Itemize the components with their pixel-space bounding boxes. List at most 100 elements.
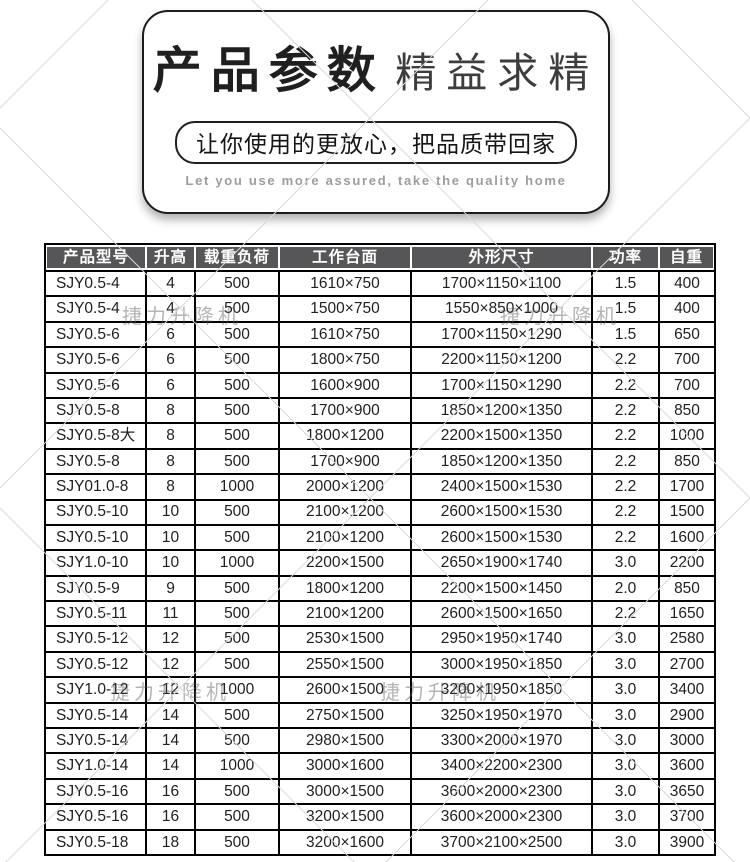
value-cell: 1600×900 xyxy=(278,371,412,399)
page-title: 产品参数 xyxy=(152,43,385,98)
value-cell: 2530×1500 xyxy=(278,625,412,653)
value-cell: 2200×1500×1350 xyxy=(410,422,593,450)
value-cell: 500 xyxy=(194,701,280,730)
value-cell: 3600×2000×2300 xyxy=(410,777,593,806)
value-cell: 3.0 xyxy=(591,727,660,755)
value-cell: 8 xyxy=(145,422,196,450)
table-row: SJY0.5-8 8 500 1700×900 1850×1200×1350 2.2 850 xyxy=(44,396,716,425)
value-cell: 1500×750 xyxy=(278,295,412,323)
value-cell: 3400×2200×2300 xyxy=(410,752,593,780)
value-cell: 3200×1950×1850 xyxy=(410,676,593,704)
model-cell: SJY0.5-6 xyxy=(44,346,147,374)
value-cell: 500 xyxy=(194,777,280,806)
table-row: SJY0.5-8 8 500 1700×900 1850×1200×1350 2.2 850 xyxy=(44,447,716,476)
table-row: SJY0.5-6 6 500 1610×750 1700×1150×1290 1.5 650 xyxy=(44,320,716,349)
value-cell: 3300×2000×1970 xyxy=(410,727,593,755)
value-cell: 500 xyxy=(194,346,280,374)
value-cell: 3.0 xyxy=(591,701,660,730)
value-cell: 3000×1950×1850 xyxy=(410,650,593,679)
table-row: SJY0.5-12 12 500 2530×1500 2950×1950×1740 3.0… xyxy=(44,625,716,653)
value-cell: 2580 xyxy=(658,625,716,653)
value-cell: 2100×1200 xyxy=(278,600,412,628)
value-cell: 2200×1500×1450 xyxy=(410,574,593,603)
value-cell: 1700×1150×1290 xyxy=(410,371,593,399)
value-cell: 2200×1500 xyxy=(278,549,412,577)
value-cell: 3600×2000×2300 xyxy=(410,803,593,831)
value-cell: 1.5 xyxy=(591,320,660,349)
value-cell: 4 xyxy=(145,269,196,298)
model-cell: SJY0.5-4 xyxy=(44,295,147,323)
value-cell: 2.2 xyxy=(591,498,660,526)
value-cell: 2000×1200 xyxy=(278,473,412,501)
value-cell: 14 xyxy=(145,752,196,780)
value-cell: 11 xyxy=(145,600,196,628)
model-cell: SJY0.5-10 xyxy=(44,523,147,552)
model-cell: SJY0.5-18 xyxy=(44,828,147,856)
column-header-label: 产品型号 xyxy=(47,247,145,268)
value-cell: 4 xyxy=(145,295,196,323)
value-cell: 9 xyxy=(145,574,196,603)
value-cell: 2.0 xyxy=(591,574,660,603)
value-cell: 3.0 xyxy=(591,803,660,831)
value-cell: 1700 xyxy=(658,473,716,501)
value-cell: 14 xyxy=(145,701,196,730)
value-cell: 14 xyxy=(145,727,196,755)
column-header: 功率 xyxy=(592,244,659,271)
value-cell: 12 xyxy=(145,625,196,653)
value-cell: 1600 xyxy=(658,523,716,552)
value-cell: 1650 xyxy=(658,600,716,628)
value-cell: 2750×1500 xyxy=(278,701,412,730)
column-header-label: 升高 xyxy=(147,247,194,268)
value-cell: 3.0 xyxy=(591,549,660,577)
value-cell: 6 xyxy=(145,371,196,399)
value-cell: 1700×900 xyxy=(278,447,412,476)
value-cell: 6 xyxy=(145,346,196,374)
value-cell: 500 xyxy=(194,498,280,526)
value-cell: 10 xyxy=(145,498,196,526)
table-row: SJY0.5-12 12 500 2550×1500 3000×1950×1850 3.0… xyxy=(44,650,716,679)
title-row: 产品参数 精益求精 xyxy=(144,42,608,112)
table-row: SJY1.0-14 14 1000 3000×1600 3400×2200×2300 3.… xyxy=(44,752,716,780)
value-cell: 500 xyxy=(194,447,280,476)
model-cell: SJY0.5-12 xyxy=(44,650,147,679)
value-cell: 1000 xyxy=(194,752,280,780)
value-cell: 500 xyxy=(194,295,280,323)
model-cell: SJY1.0-12 xyxy=(44,676,147,704)
value-cell: 500 xyxy=(194,523,280,552)
value-cell: 1700×1150×1100 xyxy=(410,269,593,298)
model-cell: SJY0.5-4 xyxy=(44,269,147,298)
model-cell: SJY0.5-8 xyxy=(44,396,147,425)
value-cell: 700 xyxy=(658,371,716,399)
value-cell: 3200×1500 xyxy=(278,803,412,831)
table-row: SJY0.5-10 10 500 2100×1200 2600×1500×1530 2.2… xyxy=(44,498,716,526)
value-cell: 12 xyxy=(145,676,196,704)
model-cell: SJY1.0-10 xyxy=(44,549,147,577)
model-cell: SJY0.5-9 xyxy=(44,574,147,603)
value-cell: 500 xyxy=(194,574,280,603)
value-cell: 3400 xyxy=(658,676,716,704)
value-cell: 500 xyxy=(194,727,280,755)
value-cell: 400 xyxy=(658,295,716,323)
value-cell: 8 xyxy=(145,447,196,476)
table-row: SJY0.5-4 4 500 1610×750 1700×1150×1100 1.5 400 xyxy=(44,269,716,298)
value-cell: 1500 xyxy=(658,498,716,526)
column-header-label: 工作台面 xyxy=(280,247,410,268)
table-row: SJY0.5-4 4 500 1500×750 1550×850×1000 1.5 400 xyxy=(44,295,716,323)
value-cell: 2980×1500 xyxy=(278,727,412,755)
value-cell: 850 xyxy=(658,396,716,425)
value-cell: 500 xyxy=(194,320,280,349)
value-cell: 2950×1950×1740 xyxy=(410,625,593,653)
value-cell: 12 xyxy=(145,650,196,679)
column-header: 载重负荷 xyxy=(195,244,279,271)
model-cell: SJY0.5-6 xyxy=(44,371,147,399)
value-cell: 1000 xyxy=(194,676,280,704)
column-header: 升高 xyxy=(146,244,195,271)
value-cell: 2700 xyxy=(658,650,716,679)
value-cell: 2400×1500×1530 xyxy=(410,473,593,501)
value-cell: 2600×1500×1530 xyxy=(410,523,593,552)
value-cell: 6 xyxy=(145,320,196,349)
column-header: 工作台面 xyxy=(279,244,411,271)
value-cell: 500 xyxy=(194,650,280,679)
value-cell: 2900 xyxy=(658,701,716,730)
column-header-label: 功率 xyxy=(593,247,658,268)
